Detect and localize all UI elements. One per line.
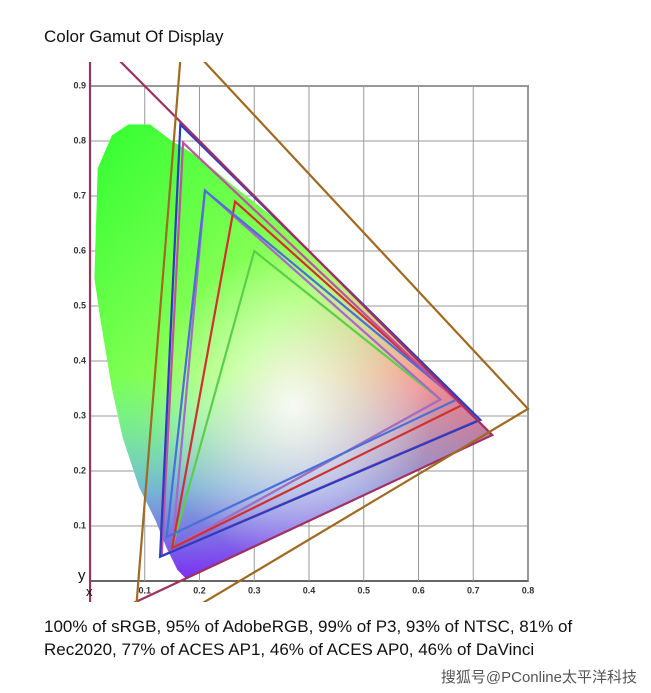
y-tick-label: 0.6 xyxy=(73,245,86,255)
y-tick-label: 0.8 xyxy=(73,135,86,145)
y-tick-label: 0.1 xyxy=(73,520,86,530)
y-tick-label: 0.7 xyxy=(73,190,86,200)
watermark: 搜狐号@PConline太平洋科技 xyxy=(440,669,637,686)
y-tick-label: 0.4 xyxy=(73,355,86,365)
y-tick-label: 0.9 xyxy=(73,80,86,90)
x-axis-label: x xyxy=(86,584,93,599)
chart: Color Gamut Of Display y x 0.1 0.2 0.3 0.4 0… xyxy=(44,27,535,602)
chart-title: Color Gamut Of Display xyxy=(44,27,224,46)
gamut-triangle xyxy=(170,188,443,550)
y-tick-label: 0.5 xyxy=(73,300,86,310)
spectral-locus xyxy=(94,124,493,579)
gamut-triangle xyxy=(165,188,459,539)
y-tick-label: 0.2 xyxy=(73,465,86,475)
x-tick-label: 0.6 xyxy=(412,585,425,595)
gamut-triangle xyxy=(135,62,530,602)
x-tick-label: 0.8 xyxy=(522,585,535,595)
x-tick-label: 0.1 xyxy=(138,585,151,595)
gamuts xyxy=(88,62,530,602)
x-tick-label: 0.5 xyxy=(357,585,370,595)
x-tick-label: 0.4 xyxy=(303,585,316,595)
gamut-triangle xyxy=(88,62,495,602)
caption: 100% of sRGB, 95% of AdobeRGB, 99% of P3… xyxy=(44,617,573,659)
y-tick-label: 0.3 xyxy=(73,410,86,420)
gamut-triangle xyxy=(170,199,465,550)
x-tick-label: 0.7 xyxy=(467,585,480,595)
y-axis-label: y xyxy=(78,567,86,584)
x-tick-label: 0.2 xyxy=(193,585,206,595)
x-tick-label: 0.3 xyxy=(248,585,261,595)
